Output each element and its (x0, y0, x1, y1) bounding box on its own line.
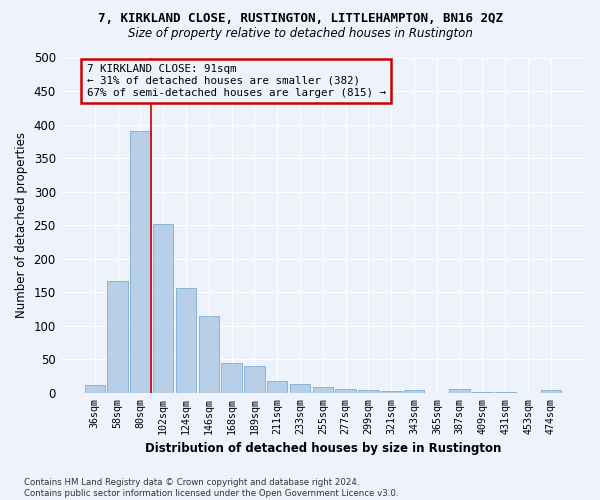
Y-axis label: Number of detached properties: Number of detached properties (15, 132, 28, 318)
Bar (153, 224, 173, 393)
Bar (290, 384, 310, 393)
Bar (107, 281, 128, 393)
Text: Size of property relative to detached houses in Rustington: Size of property relative to detached ho… (128, 28, 472, 40)
Bar (495, 392, 515, 393)
Bar (449, 390, 470, 393)
Bar (267, 382, 287, 393)
Bar (404, 390, 424, 393)
Bar (472, 392, 493, 393)
Bar (335, 389, 356, 393)
Bar (221, 364, 242, 393)
Text: Contains HM Land Registry data © Crown copyright and database right 2024.
Contai: Contains HM Land Registry data © Crown c… (24, 478, 398, 498)
Bar (130, 132, 151, 393)
Bar (85, 385, 105, 393)
Bar (176, 288, 196, 393)
Text: 7, KIRKLAND CLOSE, RUSTINGTON, LITTLEHAMPTON, BN16 2QZ: 7, KIRKLAND CLOSE, RUSTINGTON, LITTLEHAM… (97, 12, 503, 26)
Bar (541, 390, 561, 393)
Text: 7 KIRKLAND CLOSE: 91sqm
← 31% of detached houses are smaller (382)
67% of semi-d: 7 KIRKLAND CLOSE: 91sqm ← 31% of detache… (87, 64, 386, 98)
Bar (313, 387, 333, 393)
Bar (199, 316, 219, 393)
Bar (244, 366, 265, 393)
Bar (358, 390, 379, 393)
Bar (381, 391, 401, 393)
X-axis label: Distribution of detached houses by size in Rustington: Distribution of detached houses by size … (145, 442, 501, 455)
